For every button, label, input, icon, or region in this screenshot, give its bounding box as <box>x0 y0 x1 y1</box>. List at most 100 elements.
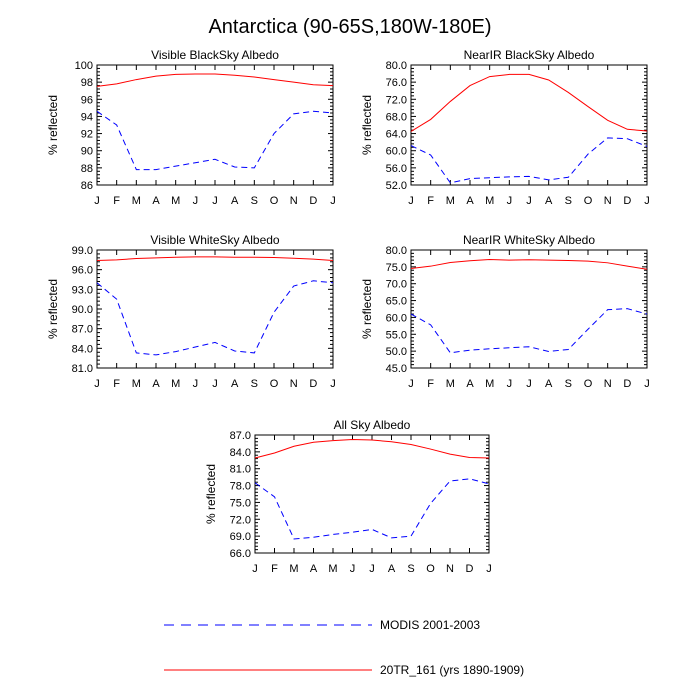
data-point-model <box>313 84 315 86</box>
x-tick-label: F <box>427 378 434 390</box>
data-point-modis <box>646 313 648 315</box>
data-point-model <box>155 75 157 77</box>
chart-panel-5: All Sky Albedo % reflected 66.0 69.0 72.0 75.… <box>204 418 492 575</box>
data-point-modis <box>175 351 177 353</box>
data-point-modis <box>234 350 236 352</box>
data-point-model <box>293 257 295 259</box>
x-tick-label: J <box>212 195 218 207</box>
y-tick-label: 86 <box>81 180 93 192</box>
x-tick-label: S <box>251 378 258 390</box>
data-point-modis <box>155 169 157 171</box>
data-point-model <box>587 260 589 262</box>
data-point-modis <box>509 347 511 349</box>
y-tick-label: 100 <box>75 60 93 72</box>
data-point-model <box>254 76 256 78</box>
data-point-model <box>175 74 177 76</box>
x-tick-label: J <box>408 195 414 207</box>
chart-panel-2: NearIR BlackSky Albedo % reflected 52.0 56.… <box>360 48 650 207</box>
chart-panels: Visible BlackSky Albedo % reflected 86 88 90… <box>46 48 650 575</box>
data-point-model <box>449 453 451 455</box>
chart-panel-3: Visible WhiteSky Albedo % reflected 81.0 84… <box>46 233 336 390</box>
x-tick-label: M <box>171 378 180 390</box>
data-point-model <box>332 260 334 262</box>
x-tick-label: M <box>132 195 141 207</box>
data-point-modis <box>313 280 315 282</box>
data-point-model <box>332 440 334 442</box>
data-point-modis <box>430 324 432 326</box>
data-point-modis <box>410 145 412 147</box>
data-point-modis <box>293 285 295 287</box>
y-tick-label: 94 <box>81 111 93 123</box>
y-tick-label: 69.0 <box>230 531 251 543</box>
data-point-modis <box>489 348 491 350</box>
y-tick-label: 87.0 <box>230 430 251 442</box>
x-tick-label: J <box>94 378 100 390</box>
x-tick-label: F <box>113 195 120 207</box>
x-tick-label: J <box>507 195 513 207</box>
data-point-modis <box>509 176 511 178</box>
series-line-modis <box>410 137 648 184</box>
data-point-model <box>195 256 197 258</box>
data-point-model <box>528 74 530 76</box>
data-point-modis <box>568 176 570 178</box>
series-line-model <box>96 256 334 261</box>
series-line-model <box>410 258 648 270</box>
data-point-model <box>488 457 490 459</box>
y-tick-label: 80.0 <box>386 245 407 257</box>
x-tick-label: A <box>152 195 160 207</box>
x-tick-label: J <box>408 378 414 390</box>
y-tick-label: 64.0 <box>386 129 407 141</box>
y-tick-label: 76.0 <box>386 77 407 89</box>
legend-label-model: 20TR_161 (yrs 1890-1909) <box>380 663 524 677</box>
panel-title: Visible BlackSky Albedo <box>151 48 279 62</box>
x-tick-label: J <box>644 378 650 390</box>
y-tick-label: 45.0 <box>386 363 407 375</box>
y-tick-label: 72.0 <box>386 94 407 106</box>
x-tick-label: D <box>623 378 631 390</box>
y-tick-label: 90.0 <box>72 304 93 316</box>
x-tick-label: J <box>486 563 492 575</box>
y-tick-label: 55.0 <box>386 329 407 341</box>
y-tick-label: 56.0 <box>386 163 407 175</box>
data-point-modis <box>587 328 589 330</box>
data-point-modis <box>332 534 334 536</box>
panel-title: All Sky Albedo <box>334 418 411 432</box>
data-point-modis <box>116 298 118 300</box>
data-point-modis <box>410 535 412 537</box>
data-point-model <box>489 76 491 78</box>
data-point-modis <box>450 182 452 184</box>
y-axis-label: % reflected <box>360 279 374 339</box>
x-tick-label: J <box>350 563 356 575</box>
y-tick-label: 50.0 <box>386 346 407 358</box>
x-tick-label: N <box>290 195 298 207</box>
data-point-model <box>293 445 295 447</box>
data-point-modis <box>313 536 315 538</box>
data-point-model <box>116 259 118 261</box>
x-tick-label: O <box>270 378 279 390</box>
data-point-model <box>489 259 491 261</box>
data-point-modis <box>469 178 471 180</box>
x-tick-label: J <box>330 378 336 390</box>
y-tick-label: 81.0 <box>72 363 93 375</box>
data-point-model <box>509 259 511 261</box>
x-tick-label: D <box>309 195 317 207</box>
data-point-modis <box>410 313 412 315</box>
x-tick-label: J <box>193 378 199 390</box>
x-tick-label: A <box>231 195 239 207</box>
series-line-modis <box>410 308 648 354</box>
data-point-modis <box>607 137 609 139</box>
y-tick-label: 52.0 <box>386 180 407 192</box>
y-tick-label: 81.0 <box>230 464 251 476</box>
data-point-modis <box>548 351 550 353</box>
data-point-model <box>627 265 629 267</box>
data-point-model <box>136 258 138 260</box>
series-line-modis <box>254 478 490 540</box>
data-point-model <box>607 119 609 121</box>
y-tick-label: 84.0 <box>230 447 251 459</box>
x-tick-label: N <box>446 563 454 575</box>
data-point-modis <box>175 165 177 167</box>
data-point-modis <box>548 179 550 181</box>
data-point-model <box>391 441 393 443</box>
x-tick-label: A <box>231 378 239 390</box>
